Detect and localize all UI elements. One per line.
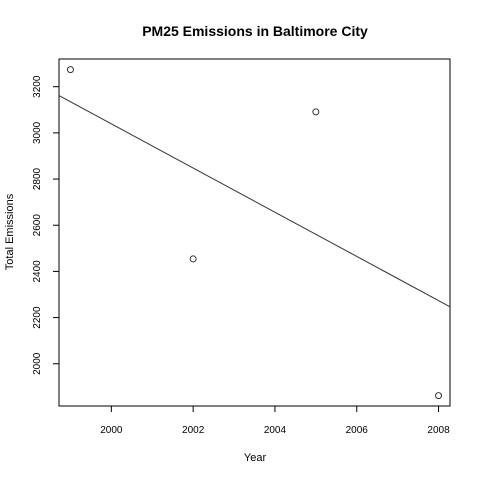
- data-point: [66, 66, 74, 74]
- x-tick-label: 2004: [264, 425, 287, 436]
- y-tick-label: 2600: [32, 214, 43, 237]
- chart-title: PM25 Emissions in Baltimore City: [142, 23, 368, 39]
- plot-frame: [58, 58, 451, 407]
- data-point: [312, 108, 320, 116]
- y-axis: 2000 2200 2400 2600 2800 3000 3200: [32, 75, 59, 375]
- x-tick-label: 2000: [100, 425, 123, 436]
- y-tick-label: 3000: [32, 121, 43, 144]
- y-tick-label: 2200: [32, 306, 43, 329]
- y-tick-label: 2400: [32, 260, 43, 283]
- x-axis-label: Year: [244, 452, 267, 464]
- data-point: [435, 392, 443, 400]
- plot-area: [59, 66, 450, 400]
- y-axis-label: Total Emissions: [4, 193, 16, 270]
- x-axis: 2000 2002 2004 2006 2008: [100, 406, 450, 436]
- x-tick-label: 2008: [427, 425, 450, 436]
- regression-line: [59, 95, 450, 308]
- x-tick-label: 2006: [346, 425, 369, 436]
- y-tick-label: 3200: [32, 75, 43, 98]
- y-tick-label: 2800: [32, 167, 43, 190]
- y-tick-label: 2000: [32, 352, 43, 375]
- data-point: [189, 255, 197, 263]
- x-tick-label: 2002: [182, 425, 205, 436]
